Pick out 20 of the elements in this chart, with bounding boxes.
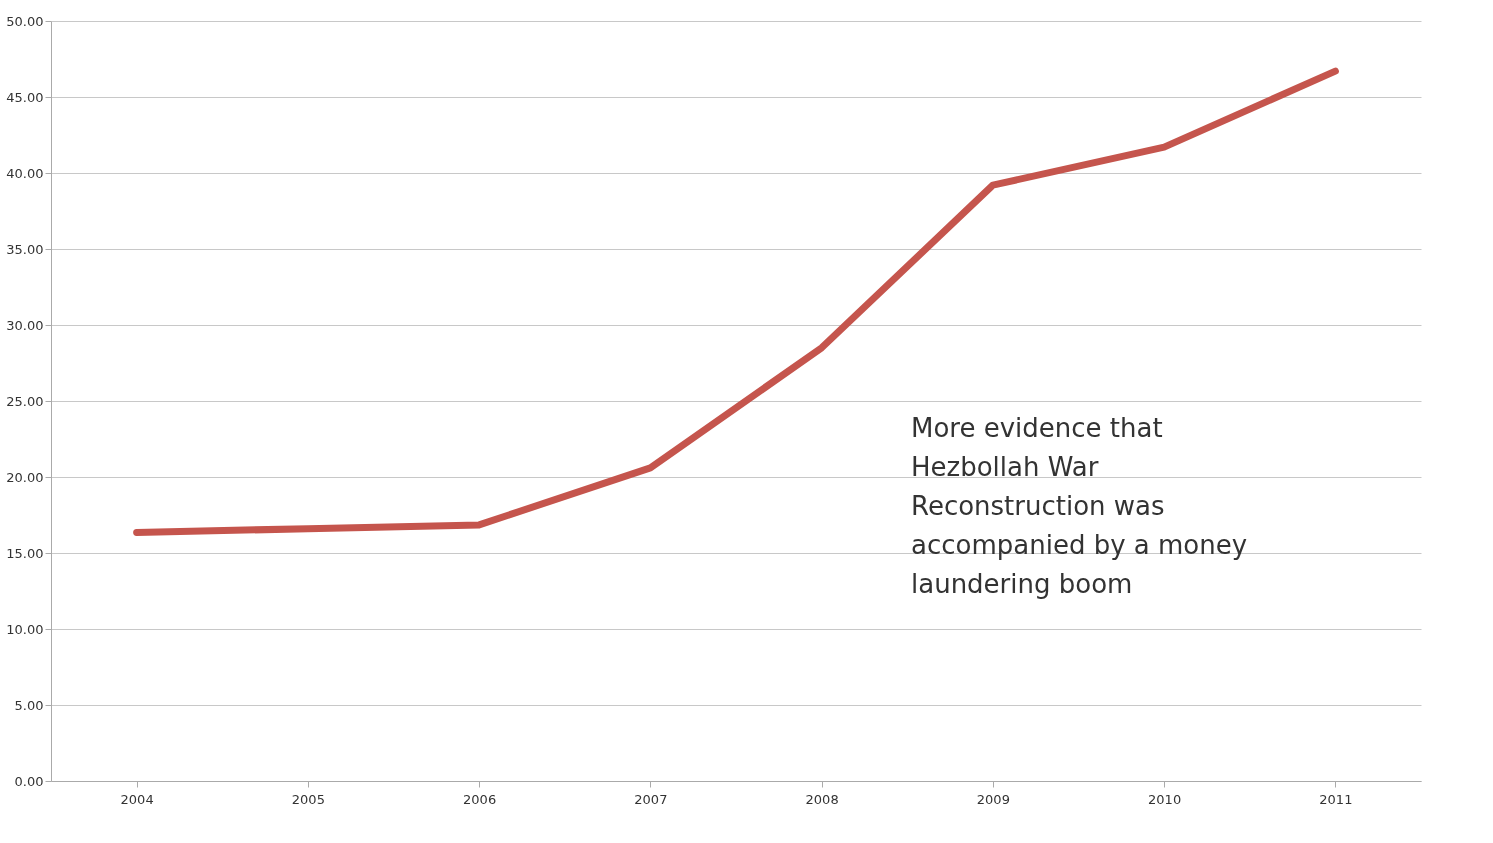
x-tick-label: 2009 — [976, 791, 1010, 807]
y-tick-label: 10.00 — [6, 621, 44, 637]
x-tick-label: 2008 — [805, 791, 839, 807]
y-tick-label: 0.00 — [14, 773, 44, 789]
x-tick-label: 2010 — [1148, 791, 1182, 807]
y-tick-label: 40.00 — [6, 165, 44, 181]
x-tick-label: 2011 — [1319, 791, 1353, 807]
y-tick-label: 35.00 — [6, 241, 44, 257]
y-tick-label: 20.00 — [6, 469, 44, 485]
y-tick-label: 15.00 — [6, 545, 44, 561]
x-tick-label: 2007 — [634, 791, 668, 807]
y-tick-label: 50.00 — [6, 13, 44, 29]
y-tick-label: 25.00 — [6, 393, 44, 409]
y-tick-label: 5.00 — [14, 697, 44, 713]
x-tick-label: 2006 — [463, 791, 497, 807]
y-tick-label: 45.00 — [6, 89, 44, 105]
x-tick-label: 2005 — [291, 791, 325, 807]
x-tick-label: 2004 — [120, 791, 154, 807]
annotation: More evidence that Hezbollah War Reconstruction was accompanied by a money laundering boom — [911, 413, 1248, 599]
y-tick-label: 30.00 — [6, 317, 44, 333]
